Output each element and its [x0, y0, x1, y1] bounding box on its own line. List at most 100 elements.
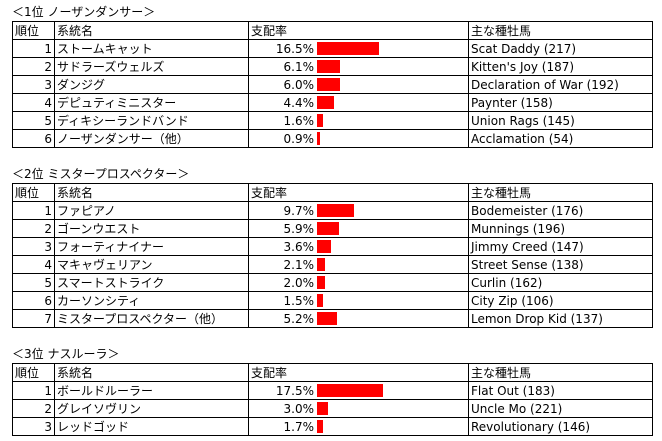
- share-bar: [317, 204, 354, 217]
- lineage-name-cell: グレイソヴリン: [54, 399, 249, 418]
- header-rank: 順位: [12, 21, 55, 40]
- share-cell: 0.9%: [248, 129, 469, 148]
- lineage-name-cell: ストームキャット: [54, 39, 249, 58]
- share-bar: [317, 420, 323, 433]
- share-bar: [317, 402, 328, 415]
- lineage-name-cell: ゴーンウエスト: [54, 219, 249, 238]
- table-row: 6 カーソンシティ 1.5% City Zip (106): [12, 291, 653, 310]
- lineage-name-cell: スマートストライク: [54, 273, 249, 292]
- lineage-name-cell: ボールドルーラー: [54, 381, 249, 400]
- share-value: 1.6%: [283, 113, 315, 128]
- header-row: 順位 系統名 支配率 主な種牡馬: [12, 183, 653, 202]
- rank-cell: 3: [12, 237, 55, 256]
- share-bar: [317, 96, 334, 109]
- share-value: 4.4%: [283, 95, 315, 110]
- share-cell: 6.1%: [248, 57, 469, 76]
- section-title: ＜3位 ナスルーラ＞: [12, 347, 120, 361]
- share-bar: [317, 60, 340, 73]
- table-row: 2 ゴーンウエスト 5.9% Munnings (196): [12, 219, 653, 238]
- main-sire-cell: Kitten's Joy (187): [468, 57, 653, 76]
- main-sire-cell: Scat Daddy (217): [468, 39, 653, 58]
- share-bar: [317, 258, 325, 271]
- lineage-table: 順位 系統名 支配率 主な種牡馬 1 ファピアノ 9.7% Bodemeister (176)…: [12, 183, 653, 328]
- rank-cell: 6: [12, 129, 55, 148]
- share-value: 9.7%: [283, 203, 315, 218]
- share-bar: [317, 222, 339, 235]
- table-row: 4 デピュティミニスター 4.4% Paynter (158): [12, 93, 653, 112]
- header-rank: 順位: [12, 363, 55, 382]
- lineage-name-cell: ディキシーランドバンド: [54, 111, 249, 130]
- share-value: 2.0%: [283, 275, 315, 290]
- main-sire-cell: Munnings (196): [468, 219, 653, 238]
- share-cell: 17.5%: [248, 381, 469, 400]
- header-lineage: 系統名: [54, 183, 249, 202]
- main-sire-cell: Street Sense (138): [468, 255, 653, 274]
- rank-cell: 5: [12, 111, 55, 130]
- table-row: 5 ディキシーランドバンド 1.6% Union Rags (145): [12, 111, 653, 130]
- share-cell: 6.0%: [248, 75, 469, 94]
- rank-cell: 2: [12, 57, 55, 76]
- rank-cell: 4: [12, 255, 55, 274]
- header-sire: 主な種牡馬: [468, 21, 653, 40]
- main-sire-cell: Jimmy Creed (147): [468, 237, 653, 256]
- section-title: ＜2位 ミスタープロスペクター＞: [12, 167, 190, 181]
- rank-cell: 2: [12, 219, 55, 238]
- header-lineage: 系統名: [54, 21, 249, 40]
- share-cell: 2.1%: [248, 255, 469, 274]
- share-cell: 1.5%: [248, 291, 469, 310]
- share-bar: [317, 132, 320, 145]
- main-sire-cell: Flat Out (183): [468, 381, 653, 400]
- lineage-table: 順位 系統名 支配率 主な種牡馬 1 ボールドルーラー 17.5% Flat Out (183…: [12, 363, 653, 436]
- table-row: 6 ノーザンダンサー（他） 0.9% Acclamation (54): [12, 129, 653, 148]
- share-value: 6.0%: [283, 77, 315, 92]
- share-value: 1.7%: [283, 419, 315, 434]
- header-share: 支配率: [248, 21, 469, 40]
- rank-cell: 4: [12, 93, 55, 112]
- share-bar: [317, 240, 331, 253]
- lineage-name-cell: フォーティナイナー: [54, 237, 249, 256]
- share-value: 3.0%: [283, 401, 315, 416]
- share-value: 17.5%: [275, 383, 314, 398]
- main-sire-cell: Lemon Drop Kid (137): [468, 309, 653, 328]
- header-share: 支配率: [248, 183, 469, 202]
- header-share: 支配率: [248, 363, 469, 382]
- main-sire-cell: Uncle Mo (221): [468, 399, 653, 418]
- header-row: 順位 系統名 支配率 主な種牡馬: [12, 363, 653, 382]
- share-cell: 16.5%: [248, 39, 469, 58]
- share-cell: 3.0%: [248, 399, 469, 418]
- share-value: 2.1%: [283, 257, 315, 272]
- rank-cell: 5: [12, 273, 55, 292]
- lineage-section-3: ＜3位 ナスルーラ＞ 順位 系統名 支配率 主な種牡馬 1 ボールドルーラー 17.5% Fla…: [12, 345, 653, 436]
- lineage-name-cell: カーソンシティ: [54, 291, 249, 310]
- rank-cell: 7: [12, 309, 55, 328]
- table-row: 2 サドラーズウェルズ 6.1% Kitten's Joy (187): [12, 57, 653, 76]
- lineage-section-1: ＜1位 ノーザンダンサー＞ 順位 系統名 支配率 主な種牡馬 1 ストームキャット 16.5%…: [12, 3, 653, 148]
- lineage-name-cell: ミスタープロスペクター（他）: [54, 309, 249, 328]
- main-sire-cell: Bodemeister (176): [468, 201, 653, 220]
- rank-cell: 3: [12, 75, 55, 94]
- rank-cell: 1: [12, 381, 55, 400]
- share-value: 6.1%: [283, 59, 315, 74]
- share-cell: 3.6%: [248, 237, 469, 256]
- share-bar: [317, 78, 340, 91]
- lineage-name-cell: ダンジグ: [54, 75, 249, 94]
- rank-cell: 3: [12, 417, 55, 436]
- header-rank: 順位: [12, 183, 55, 202]
- main-sire-cell: Union Rags (145): [468, 111, 653, 130]
- lineage-name-cell: ファピアノ: [54, 201, 249, 220]
- table-row: 5 スマートストライク 2.0% Curlin (162): [12, 273, 653, 292]
- share-cell: 1.7%: [248, 417, 469, 436]
- share-value: 3.6%: [283, 239, 315, 254]
- share-value: 16.5%: [275, 41, 314, 56]
- share-cell: 2.0%: [248, 273, 469, 292]
- table-row: 3 フォーティナイナー 3.6% Jimmy Creed (147): [12, 237, 653, 256]
- table-row: 3 ダンジグ 6.0% Declaration of War (192): [12, 75, 653, 94]
- rank-cell: 1: [12, 39, 55, 58]
- table-row: 3 レッドゴッド 1.7% Revolutionary (146): [12, 417, 653, 436]
- table-row: 1 ボールドルーラー 17.5% Flat Out (183): [12, 381, 653, 400]
- share-cell: 9.7%: [248, 201, 469, 220]
- main-sire-cell: Revolutionary (146): [468, 417, 653, 436]
- rank-cell: 6: [12, 291, 55, 310]
- main-sire-cell: Declaration of War (192): [468, 75, 653, 94]
- share-value: 5.2%: [283, 311, 315, 326]
